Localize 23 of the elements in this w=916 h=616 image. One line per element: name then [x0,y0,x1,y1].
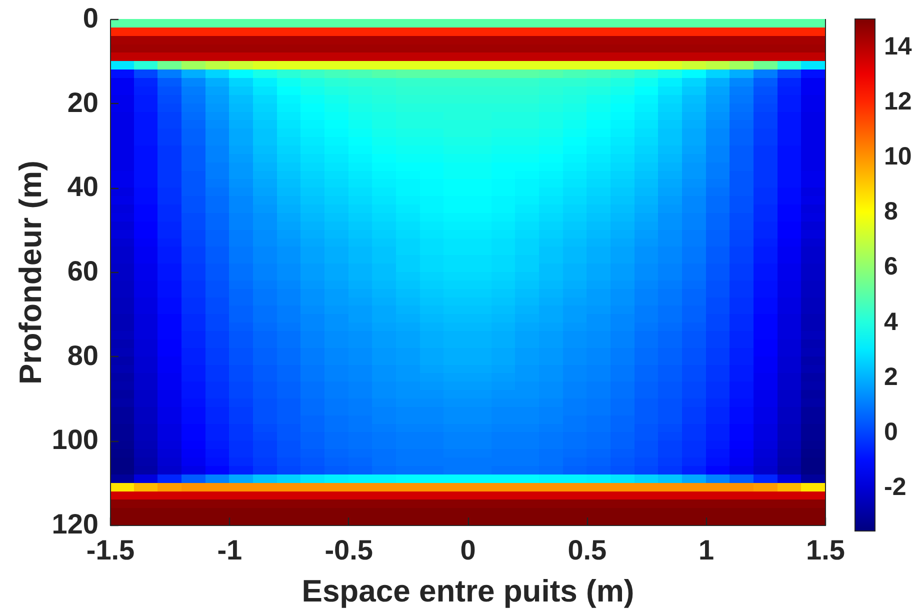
color-bar-label: 14 [884,32,912,61]
x-tick-label: 1 [698,534,714,566]
color-bar-label: 2 [884,362,898,391]
color-bar-label: 12 [884,88,912,116]
y-tick-label: 20 [67,86,98,118]
y-tick-label: 100 [52,424,98,456]
color-bar-label: 6 [884,252,898,281]
color-bar-label: 4 [884,308,898,336]
x-axis-title: Espace entre puits (m) [302,574,634,608]
color-bar-label: 0 [884,418,898,446]
y-tick-label: 0 [82,2,98,34]
x-tick-label: 0.5 [568,534,607,566]
x-tick-label: -0.5 [324,534,373,566]
color-bar-label: 10 [884,142,912,171]
x-tick-label: -1 [217,534,242,566]
x-tick-label: 0 [460,534,476,566]
y-tick-label: 60 [67,256,98,286]
color-bar-label: -2 [884,472,906,501]
color-bar-label: 8 [884,198,898,226]
x-tick-label: 1.5 [806,534,845,566]
y-axis-title: Profondeur (m) [12,160,48,384]
y-tick-label: 80 [67,340,98,371]
y-tick-label: 40 [67,171,98,202]
